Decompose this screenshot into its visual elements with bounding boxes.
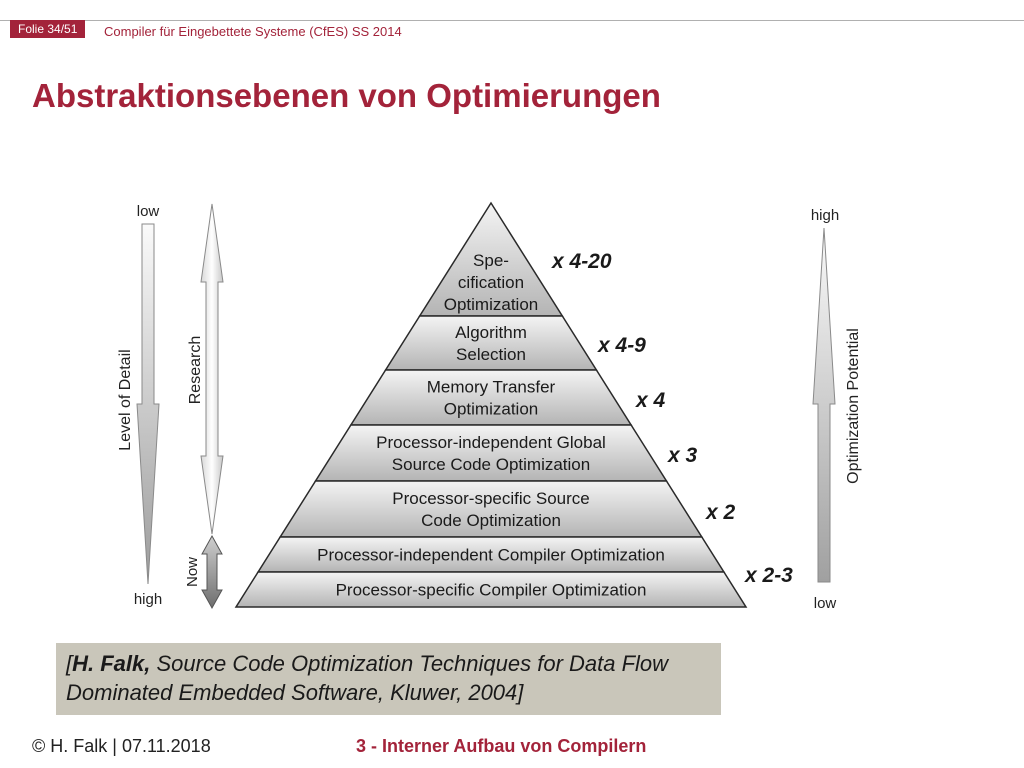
now-label: Now: [184, 557, 201, 587]
pyramid-bands: Spe-cification Optimization Algorithm Selec…: [234, 201, 748, 608]
research-label: Research: [187, 336, 204, 404]
optimization-potential-label: Optimization Potential: [845, 328, 862, 484]
course-title: Compiler für Eingebettete Systeme (CfES)…: [104, 24, 402, 39]
pyramid-level-1-label: Spe-: [473, 251, 509, 270]
pyramid-factors: x 4-20 x 4-9 x 4 x 3 x 2 x 2-3: [551, 250, 793, 587]
footer-chapter: 3 - Interner Aufbau von Compilern: [356, 736, 647, 756]
detail-high-label: high: [134, 591, 162, 608]
pyramid-level-7-factor: x 2-3: [744, 564, 793, 587]
potential-high-label: high: [811, 207, 839, 224]
citation-author: H. Falk,: [72, 651, 151, 676]
level-of-detail-label: Level of Detail: [117, 349, 134, 450]
pyramid-level-5-factor: x 2: [705, 501, 736, 524]
pyramid-level-2-label: Selection: [456, 345, 526, 364]
page-title: Abstraktionsebenen von Optimierungen: [32, 77, 661, 114]
pyramid-level-5-label: Processor-specific Source: [392, 489, 589, 508]
level-of-detail-arrow: [136, 223, 160, 585]
pyramid-level-7-label: Processor-specific Compiler Optimization: [336, 581, 647, 600]
pyramid-level-3-label: Memory Transfer: [427, 378, 556, 397]
potential-low-label: low: [814, 595, 837, 612]
slide-number-badge: Folie 34/51: [10, 20, 86, 38]
pyramid-level-3-factor: x 4: [635, 389, 666, 412]
pyramid-level-1-label: Optimization: [444, 295, 538, 314]
pyramid-level-7: [234, 571, 748, 608]
header-rule: [0, 20, 1024, 21]
citation-box: [H. Falk, Source Code Optimization Techn…: [56, 643, 721, 715]
pyramid-level-5-label: Code Optimization: [421, 511, 561, 530]
pyramid-level-6-label: Processor-independent Compiler Optimizat…: [317, 546, 665, 565]
optimization-potential-arrow: [812, 227, 836, 583]
pyramid-level-1-label: cification: [458, 273, 524, 292]
pyramid-level-2-label: Algorithm: [455, 323, 527, 342]
research-arrow: [200, 203, 224, 535]
pyramid-level-1-factor: x 4-20: [551, 250, 612, 273]
pyramid-level-4-label: Source Code Optimization: [392, 455, 590, 474]
pyramid-level-2-factor: x 4-9: [597, 334, 646, 357]
now-arrow: [201, 534, 223, 610]
pyramid-level-3-label: Optimization: [444, 400, 538, 419]
pyramid-level-4-factor: x 3: [667, 444, 698, 467]
citation-text: Source Code Optimization Techniques for …: [66, 651, 669, 705]
detail-low-label: low: [137, 203, 160, 220]
pyramid-level-4-label: Processor-independent Global: [376, 433, 606, 452]
footer-copyright: © H. Falk | 07.11.2018: [32, 736, 211, 756]
citation-open-bracket: [: [66, 651, 73, 676]
